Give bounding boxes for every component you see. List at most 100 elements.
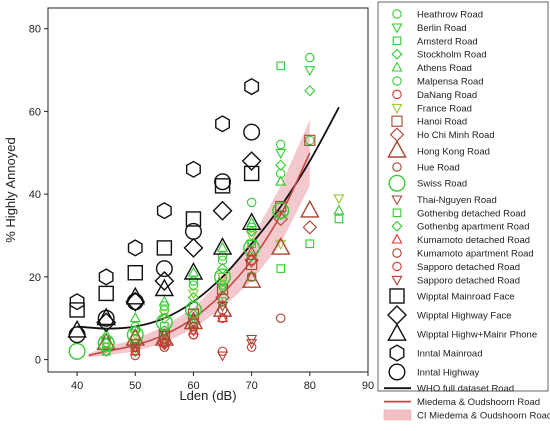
data-point [216,241,229,252]
legend-label: Ho Chi Minh Road [417,130,495,141]
data-point [305,52,315,63]
data-point [212,237,233,255]
legend-item: Inntal Highway [388,363,480,381]
legend-label: Malpensa Road [417,77,484,88]
legend-swatch [388,174,406,192]
legend-swatch [392,261,402,272]
legend-swatch [392,248,402,258]
legend-swatch [392,36,402,46]
data-point [97,334,115,352]
legend-label: Sapporo detached Road [417,262,520,273]
y-axis: 0 20 40 60 80 [29,24,48,367]
legend-item: Gothenbg detached Road [392,208,526,219]
legend-item: Kumamoto apartment Road [392,248,534,260]
data-point [188,276,199,286]
legend-label: Gothenbg detached Road [417,208,526,219]
data-point [243,123,261,141]
legend-item: Stockholm Road [391,48,487,61]
data-point [100,337,112,349]
y-tick-label: 20 [29,272,41,284]
data-point [334,214,344,224]
data-point [187,291,200,304]
data-point [241,212,262,231]
legend-label: Berlin Road [417,23,467,34]
legend-swatch [392,89,402,100]
data-point [159,301,170,311]
data-point [215,290,230,305]
data-point [129,325,141,337]
legend-box [377,1,549,392]
data-point [127,265,143,281]
data-point [246,245,258,256]
series-inntal-mainroad [69,77,260,311]
legend-label: Inntal Mainroad [417,349,482,360]
data-point [212,200,233,221]
x-axis-label: Lden (dB) [179,388,236,403]
legend-swatch [387,139,407,158]
data-point [276,61,286,71]
data-point [246,255,257,266]
data-point [246,339,258,350]
data-point [300,199,320,218]
legend-item: Malpensa Road [392,76,484,88]
data-point [184,222,202,240]
y-tick-label: 0 [35,355,41,367]
legend-swatch [392,76,402,86]
y-axis-label: % Highly Annoyed [3,137,18,243]
data-point [305,135,315,146]
legend-item: Wipptal Mainroad Face [389,288,515,304]
legend-label: Athens Road [417,63,472,74]
data-point [187,266,200,277]
data-point [185,160,201,178]
x-axis: 40 50 60 70 80 90 [71,372,374,392]
legend-swatch [391,233,403,244]
legend-label: Hue Road [417,163,460,174]
x-tick-label: 70 [246,380,258,392]
legend-item: Berlin Road [391,23,467,34]
legend-item: France Road [391,103,472,114]
data-point [275,148,287,159]
data-point [215,115,231,133]
data-point [217,346,228,357]
legend-label: Inntal Highway [417,368,480,379]
legend-item: Amsterd Road [392,36,478,47]
y-tick-label: 80 [29,24,41,36]
data-point [159,334,170,344]
legend-item: Wipptal Highw+Mainr Phone [387,323,537,341]
legend-swatch [392,162,402,172]
legend: Heathrow Road Berlin Road Amsterd Road Stoc… [383,9,550,422]
legend-swatch [391,61,403,72]
data-point [275,313,286,323]
data-point [304,85,316,97]
legend-item: Heathrow Road [392,9,483,21]
y-tick-label: 60 [29,106,41,118]
data-point [304,134,316,146]
data-point [129,330,141,341]
legend-label: Wipptal Highw+Mainr Phone [417,330,537,341]
data-point [187,318,200,329]
data-point [68,326,86,344]
data-point [272,202,290,220]
data-point [275,139,286,150]
data-point [275,239,287,250]
series-inntal-highway [68,123,261,344]
data-point [214,268,232,286]
data-point [68,342,86,360]
data-point [244,77,260,96]
data-point [129,312,141,323]
legend-swatch [392,9,402,19]
data-point [217,251,228,261]
data-point [217,313,228,323]
x-tick-label: 60 [187,380,199,392]
data-point [216,301,229,313]
x-tick-label: 50 [129,380,141,392]
legend-label: DaNang Road [417,90,477,101]
legend-item: CI Miedema & Oudshoorn Road [383,409,550,422]
data-point [155,260,173,278]
ci-band-layer [88,119,310,358]
data-point [246,334,258,346]
legend-item: DaNang Road [392,89,477,101]
legend-swatch [391,220,403,232]
data-point [275,159,287,171]
